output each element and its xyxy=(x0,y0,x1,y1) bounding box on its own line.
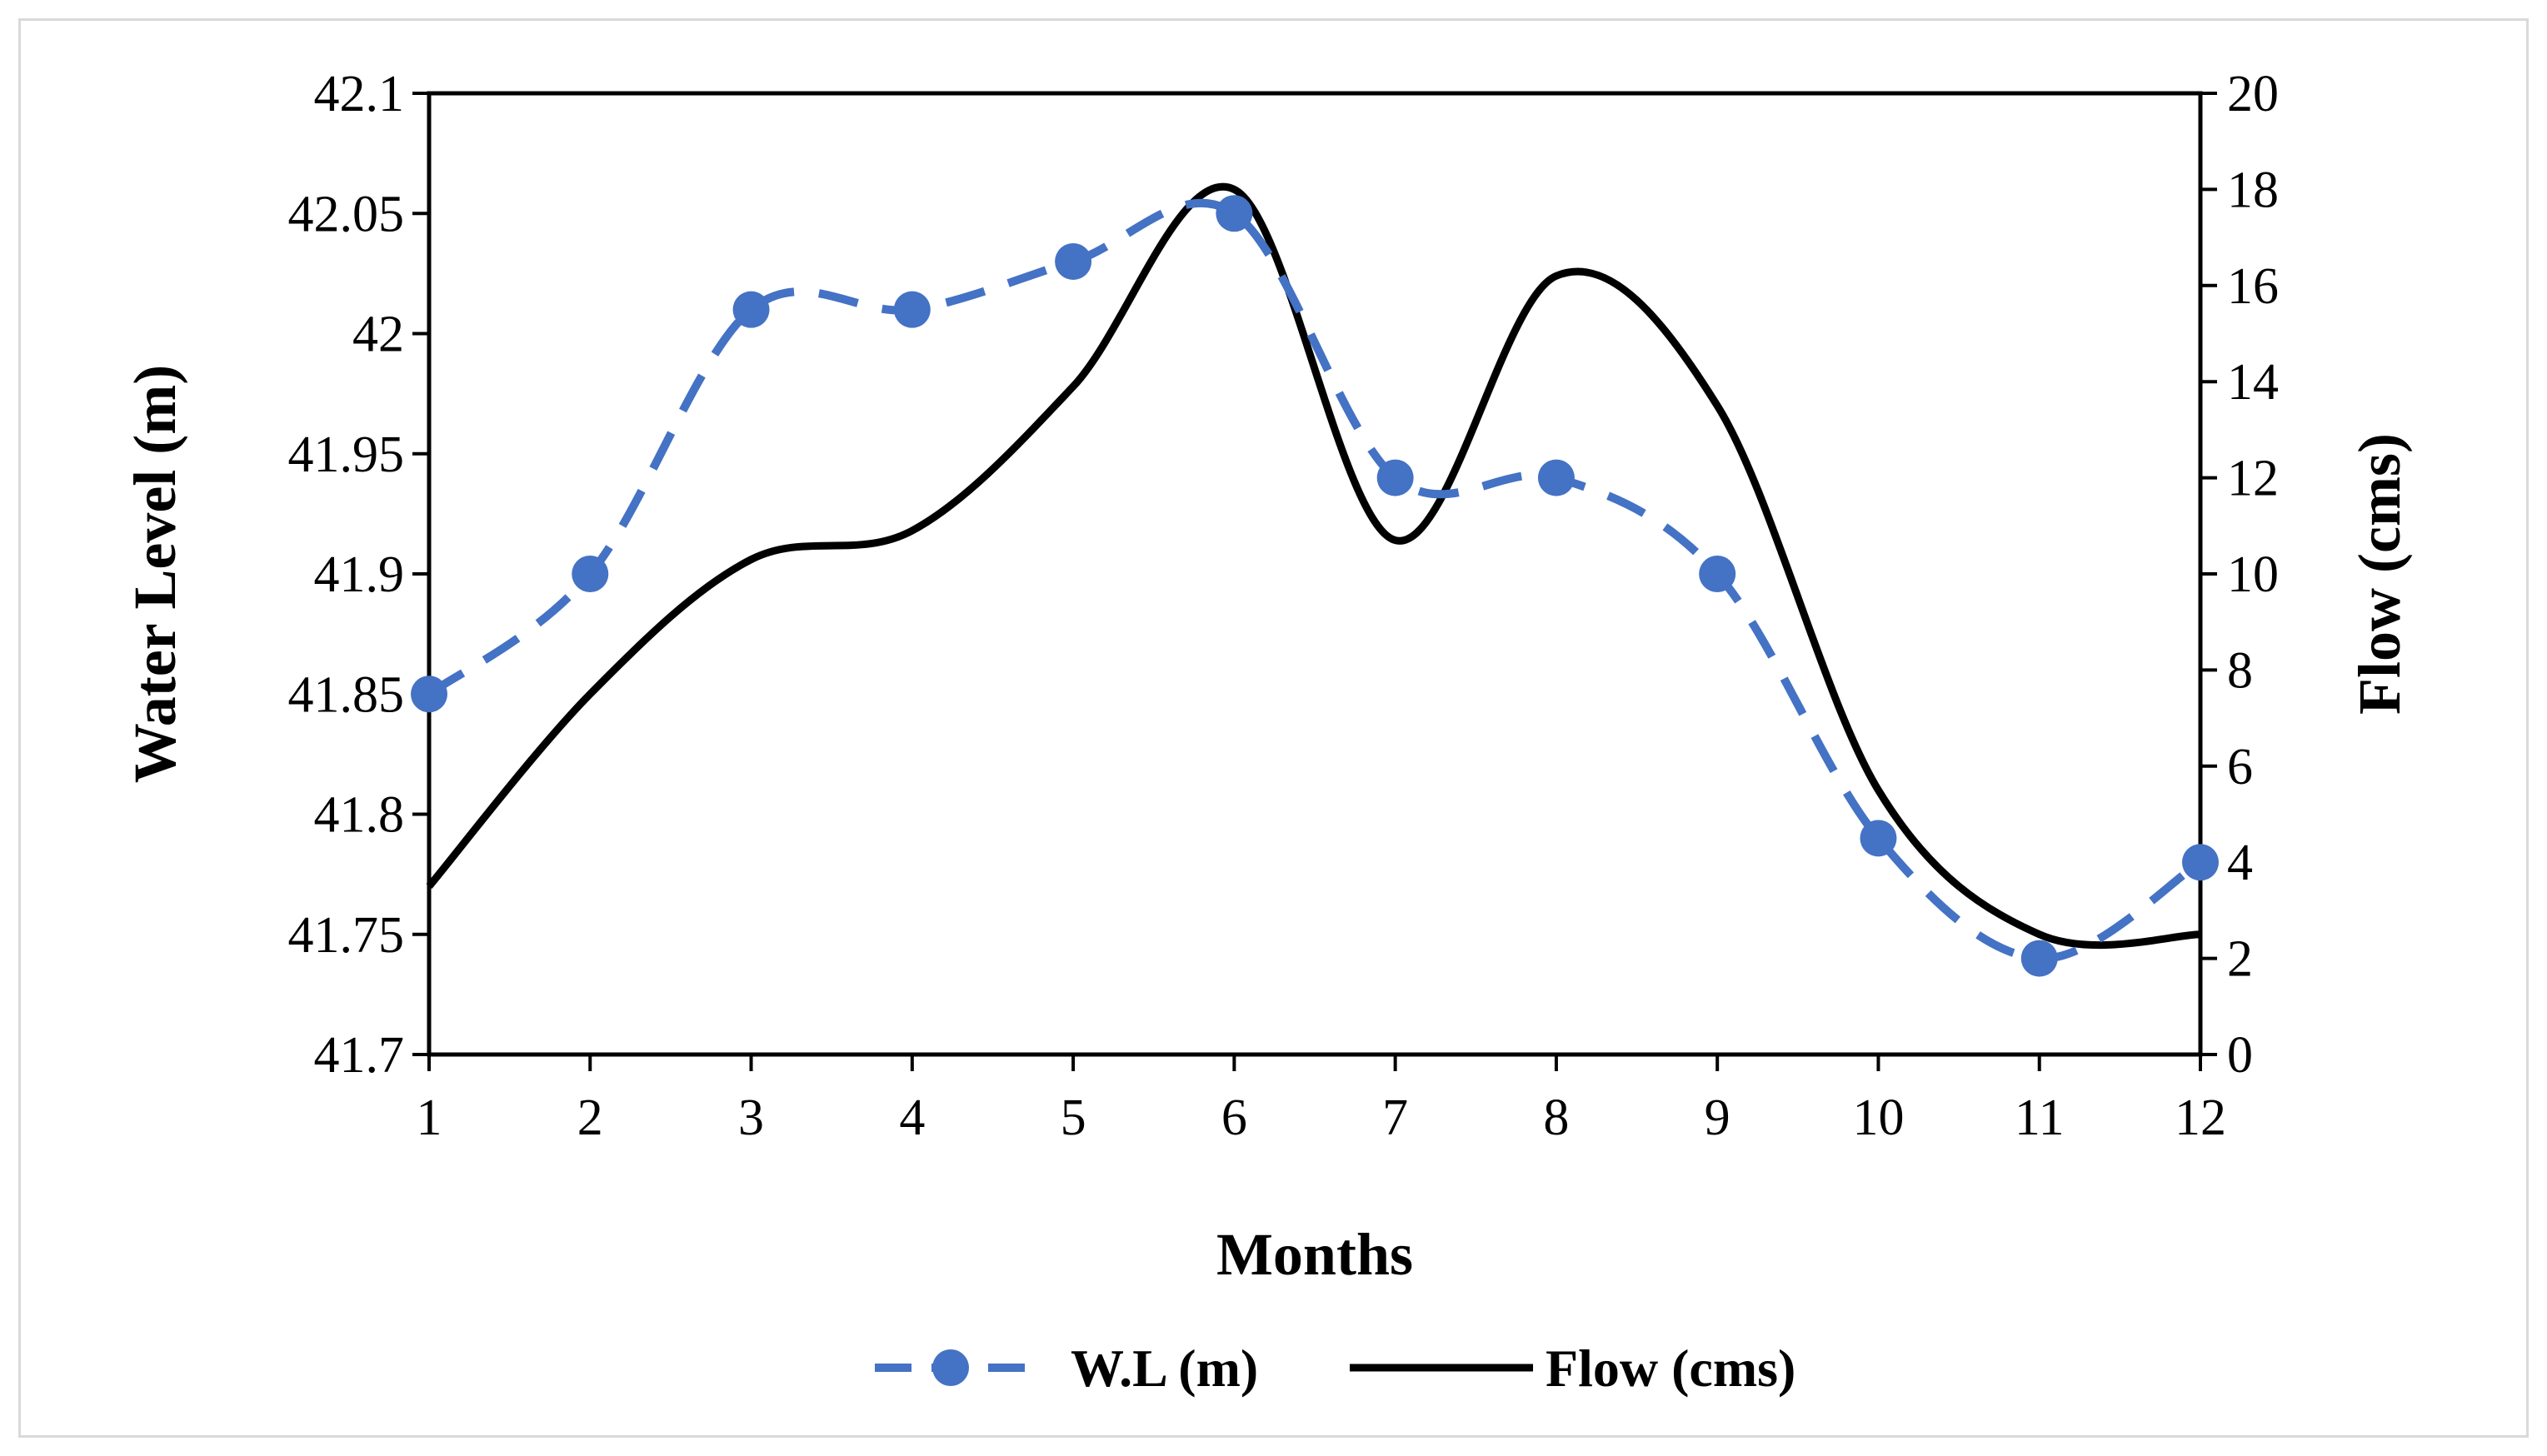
y2-tick-label: 6 xyxy=(2227,739,2253,795)
series-layer xyxy=(411,182,2219,977)
y2-tick-label: 10 xyxy=(2227,546,2279,603)
y-tick-label: 42 xyxy=(352,307,404,363)
x-tick-label: 11 xyxy=(2015,1090,2065,1146)
water-level-point xyxy=(1376,459,1414,496)
y-axis-title: Water Level (m) xyxy=(122,365,188,784)
y-tick-label: 42.05 xyxy=(288,186,405,242)
left-axis-ticks: 41.7 41.75 41.8 41.85 41.9 41.95 42 42.05 42.1 xyxy=(288,66,429,1084)
water-level-point xyxy=(1216,195,1253,232)
right-axis-ticks: 0 2 4 6 8 10 12 14 16 18 20 xyxy=(2200,66,2279,1084)
y-tick-label: 41.7 xyxy=(314,1027,405,1084)
y2-tick-label: 4 xyxy=(2227,835,2253,891)
y2-tick-label: 2 xyxy=(2227,931,2253,988)
water-level-point xyxy=(1537,459,1575,496)
y2-tick-label: 0 xyxy=(2227,1027,2253,1084)
legend-wl-label: W.L (m) xyxy=(1071,1339,1258,1398)
legend-flow-label: Flow (cms) xyxy=(1546,1339,1795,1398)
x-tick-label: 10 xyxy=(1852,1090,1904,1146)
y-tick-label: 41.8 xyxy=(314,787,405,844)
x-tick-label: 2 xyxy=(577,1090,603,1146)
x-axis-title: Months xyxy=(1216,1221,1413,1288)
water-level-point xyxy=(1699,556,1736,592)
y2-tick-label: 12 xyxy=(2227,451,2279,507)
legend-wl-swatch-marker xyxy=(932,1349,969,1386)
y-tick-label: 42.1 xyxy=(314,66,405,122)
x-tick-label: 7 xyxy=(1382,1090,1408,1146)
x-axis-ticks: 1 2 3 4 5 6 7 8 9 10 11 12 xyxy=(417,1055,2226,1146)
water-level-point xyxy=(893,291,931,328)
y2-tick-label: 20 xyxy=(2227,66,2279,122)
x-tick-label: 1 xyxy=(417,1090,442,1146)
water-level-point xyxy=(1860,820,1897,857)
x-tick-label: 3 xyxy=(738,1090,764,1146)
water-level-point xyxy=(1055,242,1092,280)
water-level-point xyxy=(411,676,447,713)
y2-tick-label: 14 xyxy=(2227,354,2279,411)
x-tick-label: 6 xyxy=(1221,1090,1247,1146)
y-tick-label: 41.75 xyxy=(288,907,405,964)
y2-tick-label: 8 xyxy=(2227,642,2253,699)
y-tick-label: 41.95 xyxy=(288,426,405,483)
series-line-flow xyxy=(426,182,2201,950)
y-tick-label: 41.85 xyxy=(288,666,405,723)
y2-axis-title: Flow (cms) xyxy=(2346,433,2413,715)
x-tick-label: 4 xyxy=(899,1090,925,1146)
y2-tick-label: 18 xyxy=(2227,162,2279,218)
y-tick-label: 41.9 xyxy=(314,546,405,603)
plot-area xyxy=(427,91,2203,1057)
water-level-point xyxy=(572,556,609,592)
water-level-point xyxy=(732,291,770,328)
x-tick-label: 9 xyxy=(1705,1090,1730,1146)
water-level-point xyxy=(2182,844,2219,881)
legend: W.L (m) Flow (cms) xyxy=(875,1339,1795,1398)
series-line-water-level xyxy=(427,198,2203,963)
x-tick-label: 8 xyxy=(1543,1090,1569,1146)
y2-tick-label: 16 xyxy=(2227,258,2279,315)
x-tick-label: 12 xyxy=(2175,1090,2226,1146)
water-level-point xyxy=(2020,940,2058,977)
x-tick-label: 5 xyxy=(1061,1090,1086,1146)
